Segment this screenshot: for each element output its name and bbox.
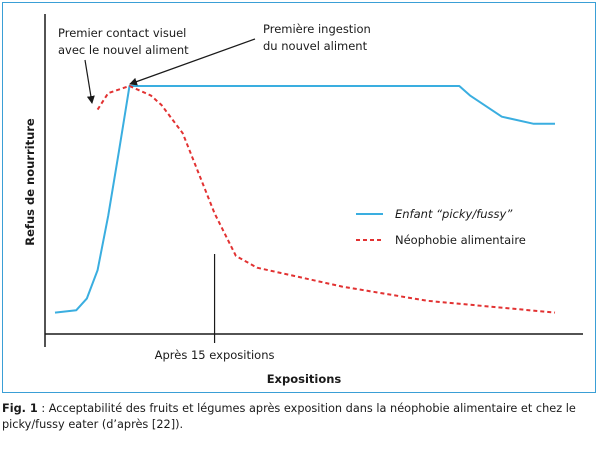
figure-label: Fig. 1 <box>2 402 38 415</box>
x-tick-label: Après 15 expositions <box>155 348 275 362</box>
figure-caption-text: : Acceptabilité des fruits et légumes ap… <box>2 402 576 431</box>
annotation-first-ingestion: Première ingestion <box>263 22 371 36</box>
figure-frame <box>2 2 596 393</box>
series-line-picky-fussy <box>54 85 555 314</box>
series-line-neophobie <box>96 85 556 314</box>
annotation-arrow-visual-contact <box>84 59 95 104</box>
legend-label-neophobie: Néophobie alimentaire <box>395 233 526 247</box>
chart: Refus de nourriture Expositions Après 15… <box>23 14 583 386</box>
annotation-arrow-ingestion <box>129 38 256 86</box>
figure-caption: Fig. 1 : Acceptabilité des fruits et lég… <box>2 401 598 433</box>
annotation-first-ingestion-line2: du nouvel aliment <box>263 39 368 53</box>
x-axis-title: Expositions <box>267 372 342 386</box>
y-axis-title: Refus de nourriture <box>23 118 37 246</box>
legend-label-picky-fussy: Enfant “picky/fussy” <box>395 207 513 221</box>
annotation-first-visual-contact-line2: avec le nouvel aliment <box>58 43 189 57</box>
annotation-first-visual-contact: Premier contact visuel <box>58 26 186 40</box>
